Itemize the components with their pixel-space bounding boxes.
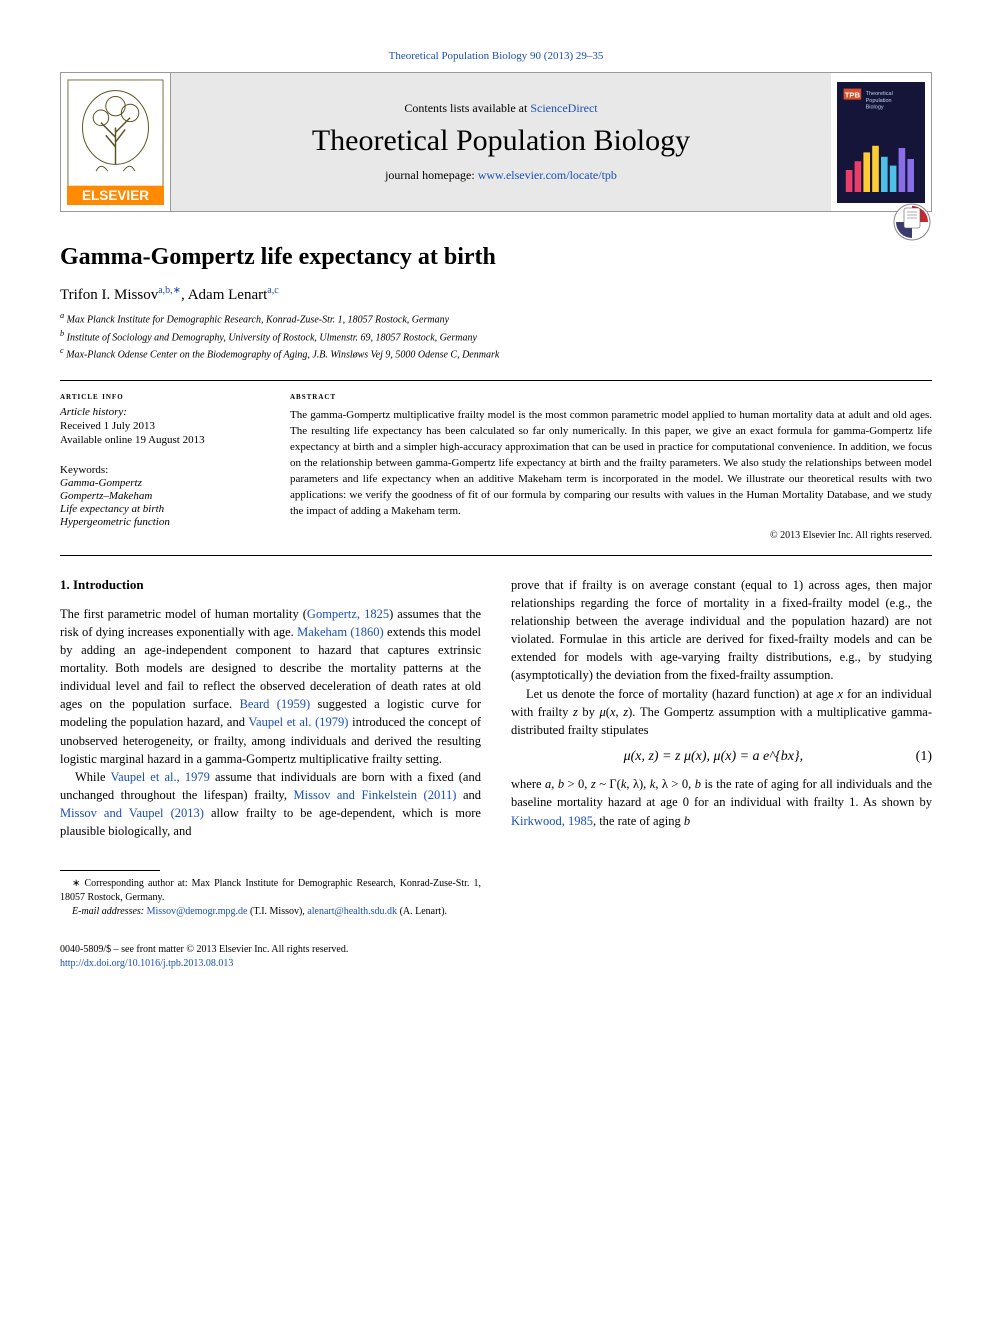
author-1: Trifon I. Missov: [60, 287, 158, 303]
ref-missov-finkelstein[interactable]: Missov and Finkelstein (2011): [294, 788, 457, 802]
ref-vaupel-1979a[interactable]: Vaupel et al. (1979): [248, 715, 348, 729]
email-lenart[interactable]: alenart@health.sdu.dk: [307, 906, 397, 917]
article-info-head: article info: [60, 391, 260, 402]
author-1-affil-marks[interactable]: a,b,∗: [158, 285, 181, 296]
svg-text:Theoretical: Theoretical: [866, 91, 893, 97]
sciencedirect-link[interactable]: ScienceDirect: [530, 101, 597, 115]
page-footer: 0040-5809/$ – see front matter © 2013 El…: [60, 943, 932, 971]
publisher-logo: ELSEVIER: [61, 73, 171, 211]
journal-homepage: journal homepage: www.elsevier.com/locat…: [191, 168, 811, 183]
authors: Trifon I. Missova,b,∗, Adam Lenarta,c: [60, 285, 932, 304]
running-head-link[interactable]: Theoretical Population Biology 90 (2013)…: [389, 50, 604, 62]
doi-link[interactable]: http://dx.doi.org/10.1016/j.tpb.2013.08.…: [60, 958, 233, 969]
ref-makeham[interactable]: Makeham (1860): [297, 625, 384, 639]
journal-header: ELSEVIER Contents lists available at Sci…: [60, 72, 932, 212]
footnotes: ∗ Corresponding author at: Max Planck In…: [60, 877, 481, 919]
email-missov[interactable]: Missov@demogr.mpg.de: [147, 906, 248, 917]
author-2: , Adam Lenart: [181, 287, 267, 303]
running-head: Theoretical Population Biology 90 (2013)…: [60, 50, 932, 62]
ref-beard[interactable]: Beard (1959): [240, 697, 311, 711]
svg-text:TPB: TPB: [845, 90, 861, 99]
article-title: Gamma-Gompertz life expectancy at birth: [60, 242, 740, 273]
ref-gompertz[interactable]: Gompertz, 1825: [307, 607, 389, 621]
abstract-head: abstract: [290, 391, 932, 402]
ref-kirkwood[interactable]: Kirkwood, 1985: [511, 814, 593, 828]
svg-text:Population: Population: [866, 97, 892, 103]
elsevier-wordmark: ELSEVIER: [82, 188, 149, 203]
contents-available: Contents lists available at ScienceDirec…: [191, 101, 811, 116]
journal-cover-thumbnail: TPB Theoretical Population Biology: [831, 73, 931, 211]
svg-text:Biology: Biology: [866, 104, 884, 110]
abstract-text: The gamma-Gompertz multiplicative frailt…: [290, 408, 932, 520]
copyright: © 2013 Elsevier Inc. All rights reserved…: [290, 530, 932, 541]
journal-name: Theoretical Population Biology: [191, 124, 811, 158]
article-body: 1. Introduction The first parametric mod…: [60, 576, 932, 919]
article-history: Article history: Received 1 July 2013 Av…: [60, 406, 260, 446]
journal-homepage-link[interactable]: www.elsevier.com/locate/tpb: [478, 168, 617, 182]
author-2-affil-marks[interactable]: a,c: [267, 285, 278, 296]
ref-vaupel-1979b[interactable]: Vaupel et al., 1979: [110, 770, 209, 784]
keywords: Keywords: Gamma-Gompertz Gompertz–Makeha…: [60, 464, 260, 528]
ref-missov-vaupel[interactable]: Missov and Vaupel (2013): [60, 806, 204, 820]
affiliations: a Max Planck Institute for Demographic R…: [60, 310, 932, 362]
elsevier-tree-icon: ELSEVIER: [67, 79, 164, 205]
section-1-head: 1. Introduction: [60, 576, 481, 595]
equation-1: μ(x, z) = z μ(x), μ(x) = a e^{bx},(1): [511, 747, 932, 767]
